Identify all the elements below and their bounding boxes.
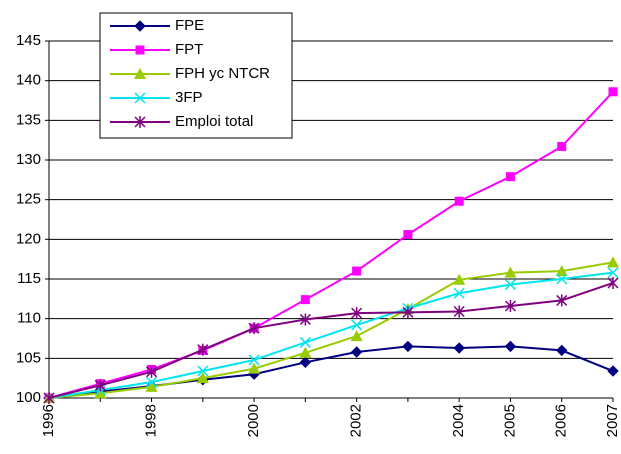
marker [146,365,158,378]
x-tick-label: 2000 [245,404,262,437]
marker [134,68,146,79]
marker [196,372,209,384]
y-tick-label: 120 [16,230,41,247]
marker [557,142,567,152]
x-tick-label: 1998 [143,404,160,437]
series-line [48,91,614,399]
legend-label: Emploi total [175,113,253,130]
y-tick-label: 135 [16,111,41,128]
marker [248,362,261,374]
series-line [48,261,614,399]
x-tick-label: 2006 [553,404,570,437]
legend-label: FPE [175,17,204,34]
marker [197,343,209,356]
marker [453,305,465,318]
marker [351,307,363,320]
marker [43,392,55,404]
y-tick-label: 130 [16,151,41,168]
y-tick-label: 125 [16,191,41,208]
y-tick-label: 110 [17,310,41,327]
marker [248,354,260,366]
marker [351,319,363,331]
y-tick-label: 145 [16,32,41,49]
legend-label: FPT [175,41,203,58]
marker [608,87,618,97]
marker [94,387,107,399]
x-tick-label: 1996 [40,404,57,437]
marker [453,287,465,299]
y-tick-label: 105 [16,349,41,366]
marker [134,92,146,104]
marker [556,273,568,285]
marker [607,267,619,279]
marker [454,196,464,206]
series-line [48,271,614,399]
marker [197,365,209,377]
marker [350,346,363,358]
marker [299,313,311,326]
marker [402,340,414,353]
x-tick-label: 2002 [348,404,365,437]
marker [504,340,517,353]
marker [350,330,363,342]
marker [505,172,515,182]
marker [145,380,158,392]
marker [94,379,106,392]
marker [453,273,466,285]
marker [504,266,517,278]
x-tick-label: 2004 [450,404,467,437]
marker [556,294,568,307]
series-line [48,282,614,399]
marker [299,356,312,369]
series-line [48,345,614,399]
marker [607,276,619,289]
marker [134,116,146,128]
y-tick-label: 115 [17,270,41,287]
marker [299,336,311,348]
y-tick-label: 140 [16,72,41,89]
marker [402,306,414,319]
marker [134,20,146,32]
x-tick-label: 2007 [604,404,621,437]
marker [453,342,465,354]
y-tick-label: 100 [16,389,41,406]
marker [555,265,568,277]
marker [504,299,516,312]
marker [352,266,362,276]
marker [556,344,568,357]
marker [299,346,312,358]
marker [504,279,516,291]
legend-label: FPH yc NTCR [175,65,270,82]
legend-box [99,12,293,139]
marker [403,230,413,240]
legend-label: 3FP [175,89,203,106]
marker [135,45,145,55]
x-tick-label: 2005 [501,404,518,437]
marker [607,365,619,377]
marker [300,295,310,305]
marker [248,322,260,335]
marker [607,256,619,268]
marker [146,376,158,388]
